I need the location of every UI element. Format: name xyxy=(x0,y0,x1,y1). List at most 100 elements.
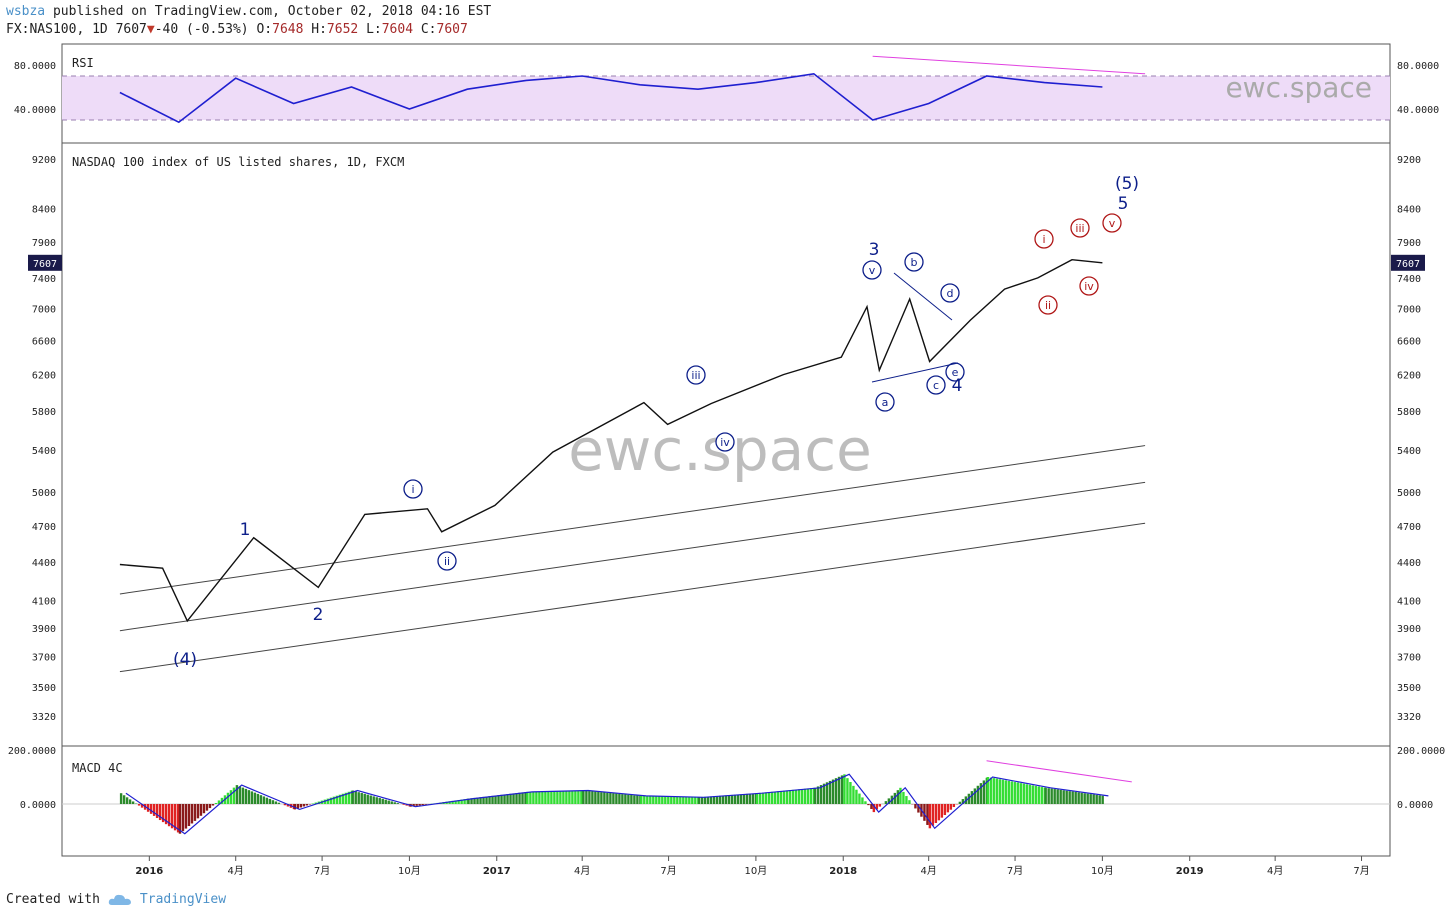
macd-histogram-bar xyxy=(758,792,762,804)
macd-histogram-bar xyxy=(506,794,509,804)
channel-line-mid xyxy=(119,481,1146,632)
macd-histogram-bar xyxy=(341,793,345,804)
macd-histogram-bar xyxy=(1095,794,1098,804)
macd-histogram-bar xyxy=(952,804,956,808)
price-tick-label-right: 8400 xyxy=(1397,205,1421,216)
macd-histogram-bar xyxy=(767,792,771,804)
macd-histogram-bar xyxy=(402,804,405,805)
macd-histogram-bar xyxy=(761,792,765,804)
macd-histogram-bar xyxy=(283,804,287,806)
macd-histogram-bar xyxy=(128,799,132,804)
macd-histogram-bar xyxy=(902,791,905,804)
macd-histogram-bar xyxy=(384,799,387,804)
macd-histogram-bar xyxy=(809,788,813,804)
macd-histogram-bar xyxy=(559,791,562,804)
macd-histogram-bar xyxy=(973,788,977,804)
x-tick-label: 4月 xyxy=(574,865,590,877)
macd-histogram-bar xyxy=(451,800,454,804)
macd-histogram-bar xyxy=(152,804,156,816)
macd-histogram-bar xyxy=(1065,790,1068,804)
macd-histogram-bar xyxy=(396,803,399,804)
macd-histogram-bar xyxy=(308,804,312,805)
macd-histogram-bar xyxy=(813,787,817,804)
wave-label: d xyxy=(947,287,954,300)
macd-histogram-bar xyxy=(606,792,609,804)
macd-histogram-bar xyxy=(846,778,849,804)
macd-histogram-bar xyxy=(1068,791,1071,804)
macd-histogram-bar xyxy=(271,800,275,804)
macd-signal-line xyxy=(125,773,1109,835)
macd-tick-label-right: 0.0000 xyxy=(1397,800,1433,811)
macd-histogram-bar xyxy=(816,786,820,804)
last-price-tag-right xyxy=(1391,254,1425,271)
macd-histogram-bar xyxy=(250,791,254,804)
macd-histogram-bar xyxy=(828,780,832,804)
macd-histogram-bar xyxy=(247,790,251,804)
macd-histogram-bar xyxy=(562,790,565,804)
macd-histogram-bar xyxy=(344,792,348,804)
macd-histogram-bar xyxy=(503,794,506,804)
macd-histogram-bar xyxy=(547,791,550,804)
macd-histogram-bar xyxy=(232,787,236,804)
author-link[interactable]: wsbza xyxy=(6,4,46,19)
macd-histogram-bar xyxy=(676,796,679,804)
wave-label: 1 xyxy=(240,520,251,540)
macd-histogram-bar xyxy=(122,795,126,804)
macd-histogram-bar xyxy=(538,791,541,804)
macd-histogram-bar xyxy=(262,796,266,804)
wave-label: e xyxy=(952,366,959,379)
macd-histogram-bar xyxy=(253,792,257,804)
macd-histogram-bar xyxy=(131,801,135,804)
macd-histogram-bar xyxy=(721,795,725,804)
price-tick-label-left: 5400 xyxy=(32,446,56,457)
wave-label-circle xyxy=(940,283,960,303)
publish-line: wsbza published on TradingView.com, Octo… xyxy=(6,4,491,19)
macd-histogram-bar xyxy=(831,779,835,804)
macd-histogram-bar xyxy=(424,804,427,805)
macd-histogram-bar xyxy=(305,804,309,806)
macd-histogram-bar xyxy=(773,791,777,804)
macd-histogram-bar xyxy=(785,790,789,804)
wave-label-circle xyxy=(1038,295,1058,315)
macd-histogram-bar xyxy=(541,791,544,804)
macd-histogram-bar xyxy=(858,793,861,804)
macd-histogram-bar xyxy=(167,804,171,827)
macd-histogram-bar xyxy=(532,791,535,804)
wave-label-circle xyxy=(926,375,946,395)
price-tick-label-right: 6600 xyxy=(1397,336,1421,347)
macd-histogram-bar xyxy=(914,804,917,809)
tradingview-link[interactable]: TradingView xyxy=(139,892,227,907)
macd-histogram-bar xyxy=(896,790,900,804)
price-tick-label-left: 5000 xyxy=(32,488,56,499)
macd-histogram-bar xyxy=(155,804,159,818)
macd-histogram-bar xyxy=(685,796,688,804)
macd-histogram-bar xyxy=(518,792,521,804)
wave-label: a xyxy=(882,396,889,409)
macd-histogram-bar xyxy=(161,804,165,823)
macd-divergence-line xyxy=(986,760,1132,783)
macd-histogram-bar xyxy=(366,794,369,804)
macd-histogram-bar xyxy=(1022,783,1025,804)
price-tick-label-left: 3700 xyxy=(32,653,56,664)
last-price-label-right: 7607 xyxy=(1396,259,1420,270)
macd-histogram-bar xyxy=(277,802,281,804)
symbol-text: FX:NAS100, 1D 7607 xyxy=(6,22,147,37)
macd-histogram-bar xyxy=(509,793,512,804)
macd-histogram-bar xyxy=(176,804,180,833)
macd-histogram-bar xyxy=(347,791,351,804)
wave-label: 2 xyxy=(313,605,324,625)
macd-histogram-bar xyxy=(494,795,497,804)
macd-histogram-bar xyxy=(412,804,415,807)
macd-histogram-bar xyxy=(703,796,707,804)
macd-histogram-bar xyxy=(137,804,141,806)
wave-label: ii xyxy=(1045,299,1051,312)
rsi-tick-label-right: 40.0000 xyxy=(1397,105,1439,116)
macd-histogram-bar xyxy=(597,791,600,804)
x-tick-label: 4月 xyxy=(920,865,936,877)
macd-histogram-bar xyxy=(418,804,421,806)
macd-histogram-bar xyxy=(621,794,624,804)
macd-histogram-bar xyxy=(884,801,888,804)
macd-histogram-bar xyxy=(849,782,852,804)
macd-histogram-bar xyxy=(265,797,269,804)
